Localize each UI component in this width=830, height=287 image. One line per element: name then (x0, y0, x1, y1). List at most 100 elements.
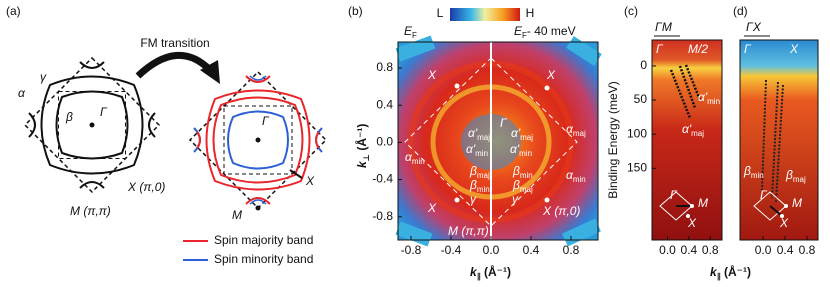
map-title: EF (404, 24, 417, 40)
band-label: γ (470, 192, 477, 206)
band-label: βmin (469, 178, 490, 194)
band-label-symbol: β (512, 164, 520, 178)
x-axis-title-symbol: k (710, 265, 718, 279)
x-tick-label: -0.8 (401, 243, 422, 257)
panel-label: (d) (733, 4, 748, 18)
band-label: α'maj (682, 122, 704, 138)
band-label-symbol: α (566, 122, 574, 136)
y-tick-label: -0.4 (372, 172, 393, 186)
fs-label: α (18, 86, 26, 100)
band-label-symbol: γ (470, 192, 477, 206)
cut-c (652, 40, 722, 240)
transition-arrow (135, 52, 220, 84)
x-tick-label: 0.0 (755, 243, 772, 257)
band-label: βmaj (512, 178, 533, 194)
band-label-symbol: X (π,0) (542, 204, 580, 218)
band-label: αmin (405, 150, 425, 166)
band-label-symbol: α' (698, 90, 708, 104)
x-tick-label: 0.4 (681, 243, 698, 257)
band-label: M/2 (688, 42, 708, 56)
cut-direction: ΓM (655, 20, 672, 34)
band-label-sub: min (573, 175, 586, 184)
band-label-sub: maj (520, 133, 533, 142)
band-label-sub: min (520, 171, 533, 180)
band-label-symbol: α (566, 168, 574, 182)
legend-text: Spin majority band (214, 233, 313, 247)
band-label-sub: maj (520, 185, 533, 194)
band-label: α'maj (511, 126, 533, 142)
fs-label: β (65, 110, 73, 124)
band-label: α'min (510, 142, 532, 158)
x-tick-label: 0.0 (483, 243, 500, 257)
band-label-symbol: β (785, 168, 793, 182)
y-tick-label: 0.4 (376, 97, 393, 111)
x-tick-label: 0.8 (702, 243, 719, 257)
band-label-symbol: M (792, 196, 802, 210)
legend-text: Spin minority band (214, 252, 313, 266)
fs-label: M (232, 208, 242, 222)
x-axis-title: k∥ (Å⁻¹) (470, 264, 511, 281)
fs-label: Γ (262, 114, 270, 128)
band-label-symbol: X (687, 216, 697, 230)
band-label-sub: maj (477, 133, 490, 142)
band-label-symbol: Γ (670, 188, 678, 202)
x-tick-label: 0.4 (777, 243, 794, 257)
x-tick-label: 0.8 (799, 243, 816, 257)
map-title: EF- 40 meV (514, 24, 576, 40)
band-label-symbol: β (743, 164, 751, 178)
band-label-symbol: M/2 (688, 42, 708, 56)
band-label: α'maj (468, 126, 490, 142)
plot-frame (651, 39, 723, 241)
x-tick-label: 0.4 (523, 243, 540, 257)
map-title-symbol: E (404, 24, 413, 38)
band-label-sub: min (475, 149, 488, 158)
band-label: α'min (466, 142, 488, 158)
band-label: X (687, 216, 697, 230)
band-label: βmin (743, 164, 764, 180)
band-label-symbol: β (512, 178, 520, 192)
band-label-symbol: α (405, 150, 413, 164)
plot-frame (397, 41, 599, 241)
y-axis-title-sub: ⊥ (362, 154, 371, 161)
y-tick-label: 0.0 (376, 135, 393, 149)
fs-label: M (π,π) (70, 204, 111, 218)
panel-label: (c) (624, 4, 638, 18)
x-axis-title-sub: ∥ (717, 272, 721, 281)
y-tick-label: 50 (634, 92, 648, 106)
x-axis-title: k∥ (Å⁻¹) (710, 264, 751, 281)
band-label-symbol: M (698, 196, 708, 210)
band-label-sub: min (477, 185, 490, 194)
band-label-symbol: α' (510, 142, 520, 156)
band-label-symbol: X (779, 216, 789, 230)
arpes-map (395, 8, 602, 247)
band-label: βmin (512, 164, 533, 180)
band-label: Γ (500, 116, 508, 130)
band-label-symbol: Γ (500, 116, 508, 130)
colorbar-high: H (526, 6, 535, 20)
fs-label: γ (40, 70, 47, 84)
band-label-sub: min (519, 149, 532, 158)
band-label: M (792, 196, 802, 210)
band-label: X (789, 42, 799, 56)
band-label-symbol: X (427, 68, 437, 82)
band-label: αmaj (566, 122, 586, 138)
band-label-sub: min (412, 157, 425, 166)
band-label-sub: min (707, 97, 720, 106)
band-label-symbol: X (427, 201, 437, 215)
band-label-sub: min (751, 171, 764, 180)
y-axis-title-unit: (Å⁻¹) (354, 124, 369, 154)
band-label-sub: maj (477, 171, 490, 180)
y-tick-label: 150 (627, 160, 647, 174)
x-axis-title-sub: ∥ (477, 272, 481, 281)
band-label-symbol: β (469, 178, 477, 192)
band-label: βmaj (785, 168, 806, 184)
fs-label: X (305, 174, 315, 188)
band-label-symbol: Γ (760, 188, 768, 202)
band-label-symbol: Γ (744, 42, 752, 56)
cut-d (740, 40, 818, 240)
band-label: M (π,π) (448, 224, 489, 238)
x-tick-label: -0.4 (441, 243, 462, 257)
y-axis-title: Binding Energy (meV) (606, 81, 620, 198)
band-label-sub: maj (573, 129, 586, 138)
